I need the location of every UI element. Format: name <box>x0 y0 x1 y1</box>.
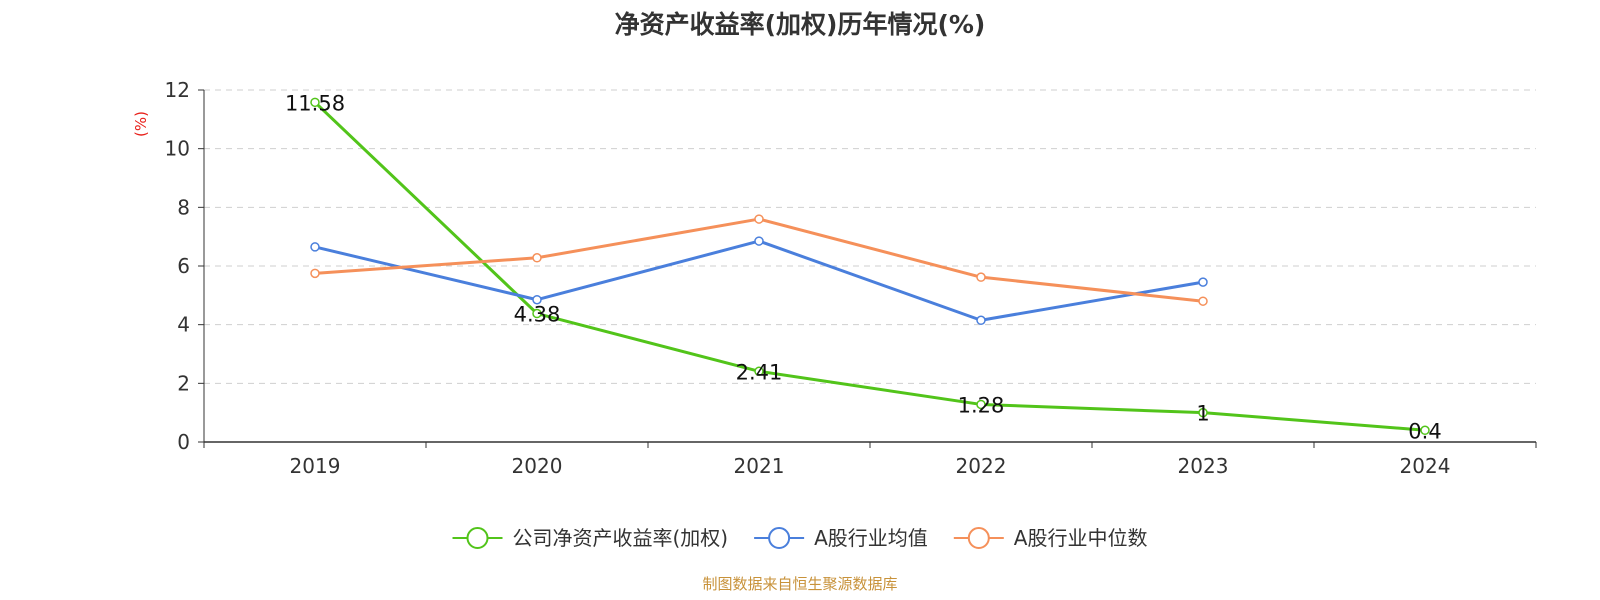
series-group <box>310 97 1430 436</box>
data-point <box>1420 425 1430 436</box>
x-tick-label: 2021 <box>734 454 785 478</box>
y-tick-label: 6 <box>177 254 190 278</box>
y-tick-label: 12 <box>165 78 190 102</box>
data-point <box>310 97 320 108</box>
axes: 0 2 4 6 8 10 12 2019 2020 2021 2022 2023 2024 <box>165 78 1537 478</box>
data-point <box>976 399 986 410</box>
data-label: 1.28 <box>958 393 1005 417</box>
series-line-1 <box>314 239 1204 322</box>
data-label: 2.41 <box>736 360 783 384</box>
legend-marker <box>768 527 791 549</box>
legend: 公司净资产收益率(加权) A股行业均值 A股行业中位数 <box>452 526 1148 550</box>
data-point <box>310 268 320 279</box>
data-point <box>1198 277 1208 287</box>
x-tick-label: 2019 <box>290 454 341 478</box>
data-point <box>310 242 320 252</box>
series-line-2 <box>314 217 1204 303</box>
source-note: 制图数据来自恒生聚源数据库 <box>702 575 897 593</box>
data-point <box>1198 296 1208 306</box>
y-tick-label: 8 <box>177 195 190 219</box>
data-point <box>976 315 986 326</box>
data-point <box>754 366 764 377</box>
x-tick-label: 2020 <box>512 454 563 478</box>
data-point <box>976 272 986 282</box>
legend-label: A股行业均值 <box>814 526 928 550</box>
grid-lines <box>204 89 1536 384</box>
data-point <box>754 236 764 246</box>
legend-label: A股行业中位数 <box>1014 526 1148 550</box>
data-point <box>532 294 542 305</box>
x-tick-label: 2022 <box>956 454 1007 478</box>
x-tick-label: 2023 <box>1178 454 1229 478</box>
legend-marker <box>466 527 489 549</box>
y-tick-label: 0 <box>177 430 190 454</box>
y-tick-label: 4 <box>177 313 190 337</box>
data-label: 4.38 <box>514 303 561 327</box>
series-line-0 <box>313 101 1426 432</box>
y-axis-label: (%) <box>132 111 150 137</box>
data-point <box>1198 407 1208 418</box>
x-tick-label: 2024 <box>1400 454 1451 478</box>
chart-title: 净资产收益率(加权)历年情况(%) <box>615 10 986 39</box>
data-point <box>754 214 764 224</box>
data-point <box>532 308 542 319</box>
data-labels: 11.58 4.38 2.41 1.28 1 0.4 <box>285 91 1442 443</box>
y-tick-label: 10 <box>165 137 190 161</box>
legend-label: 公司净资产收益率(加权) <box>513 526 729 550</box>
data-point <box>532 253 542 263</box>
y-tick-label: 2 <box>177 371 190 395</box>
data-label: 1 <box>1196 402 1209 426</box>
legend-marker <box>967 527 990 549</box>
data-label: 11.58 <box>285 91 345 115</box>
data-label: 0.4 <box>1408 419 1441 443</box>
